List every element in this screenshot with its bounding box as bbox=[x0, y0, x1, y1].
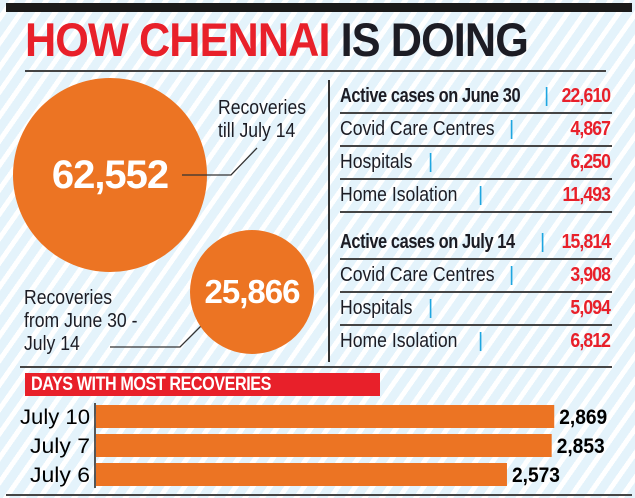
separator: | bbox=[478, 330, 484, 352]
leader-line-total bbox=[182, 147, 258, 176]
row-name: Covid Care Centres bbox=[340, 264, 495, 286]
bubble-total-recoveries: 62,552 bbox=[13, 78, 207, 272]
row-value: 4,867 bbox=[570, 118, 611, 140]
row-value: 6,250 bbox=[570, 151, 611, 173]
table-row: Covid Care Centres | 3,908 bbox=[340, 260, 612, 293]
chart-title: DAYS WITH MOST RECOVERIES bbox=[30, 374, 271, 395]
separator: | bbox=[428, 297, 434, 319]
label-line: from June 30 - bbox=[24, 310, 138, 332]
leader-line-period bbox=[110, 321, 206, 348]
chart-title-banner: DAYS WITH MOST RECOVERIES bbox=[25, 373, 380, 396]
bubble-value: 62,552 bbox=[51, 152, 169, 197]
bar-2 bbox=[96, 463, 507, 486]
category-label: July 10 bbox=[20, 406, 90, 429]
bubble-period-recoveries: 25,866 bbox=[190, 230, 314, 354]
title-rule bbox=[25, 70, 606, 72]
row-value: 22,610 bbox=[561, 85, 610, 107]
row-value: 6,812 bbox=[570, 330, 611, 352]
table-row: Home Isolation | 11,493 bbox=[340, 180, 612, 213]
vertical-divider bbox=[328, 80, 330, 362]
row-name: Hospitals bbox=[340, 297, 413, 319]
table-row: Home Isolation | 6,812 bbox=[340, 326, 612, 357]
row-name: Active cases on July 14 bbox=[340, 231, 515, 253]
separator: | bbox=[478, 184, 484, 206]
category-label: July 7 bbox=[30, 435, 90, 458]
category-label: July 6 bbox=[30, 464, 90, 487]
separator: | bbox=[540, 231, 546, 253]
top-bar bbox=[6, 3, 632, 12]
bubble-label-total: Recoveries till July 14 bbox=[218, 97, 306, 143]
active-cases-june30-table: Active cases on June 30 | 22,610 Covid C… bbox=[340, 81, 612, 213]
separator: | bbox=[509, 264, 515, 286]
separator: | bbox=[544, 85, 550, 107]
table-heading-row: Active cases on July 14 | 15,814 bbox=[340, 227, 612, 260]
row-name: Home Isolation bbox=[340, 330, 458, 352]
label-line: till July 14 bbox=[218, 120, 296, 142]
bottom-rule bbox=[6, 494, 632, 496]
value-label: 2,869 bbox=[559, 406, 607, 429]
table-row: Hospitals | 6,250 bbox=[340, 147, 612, 180]
separator: | bbox=[509, 118, 515, 140]
row-value: 5,094 bbox=[570, 297, 611, 319]
bubble-label-period: Recoveries from June 30 - July 14 bbox=[24, 287, 137, 356]
row-value: 11,493 bbox=[562, 184, 610, 206]
row-name: Active cases on June 30 bbox=[340, 85, 521, 107]
table-row: Hospitals | 5,094 bbox=[340, 293, 612, 326]
title-red: HOW CHENNAI bbox=[25, 13, 330, 66]
bubble-value: 25,866 bbox=[204, 273, 301, 310]
separator: | bbox=[428, 151, 434, 173]
table-row: Covid Care Centres | 4,867 bbox=[340, 114, 612, 147]
row-value: 15,814 bbox=[561, 231, 610, 253]
label-line: Recoveries bbox=[24, 287, 113, 309]
page-title: HOW CHENNAI IS DOING bbox=[25, 13, 529, 66]
row-name: Hospitals bbox=[340, 151, 413, 173]
row-name: Covid Care Centres bbox=[340, 118, 495, 140]
bar-chart: July 10 2,869 July 7 2,853 July 6 2,573 bbox=[20, 403, 607, 488]
value-label: 2,573 bbox=[512, 464, 560, 487]
label-line: Recoveries bbox=[218, 97, 307, 119]
title-dark: IS DOING bbox=[340, 13, 529, 66]
row-name: Home Isolation bbox=[340, 184, 458, 206]
value-label: 2,853 bbox=[557, 435, 605, 458]
bar-0 bbox=[96, 405, 555, 428]
active-cases-july14-table: Active cases on July 14 | 15,814 Covid C… bbox=[340, 227, 612, 357]
bar-1 bbox=[96, 434, 552, 457]
row-value: 3,908 bbox=[570, 264, 611, 286]
section-rule bbox=[20, 366, 612, 368]
label-line: July 14 bbox=[24, 333, 80, 355]
table-heading-row: Active cases on June 30 | 22,610 bbox=[340, 81, 612, 114]
